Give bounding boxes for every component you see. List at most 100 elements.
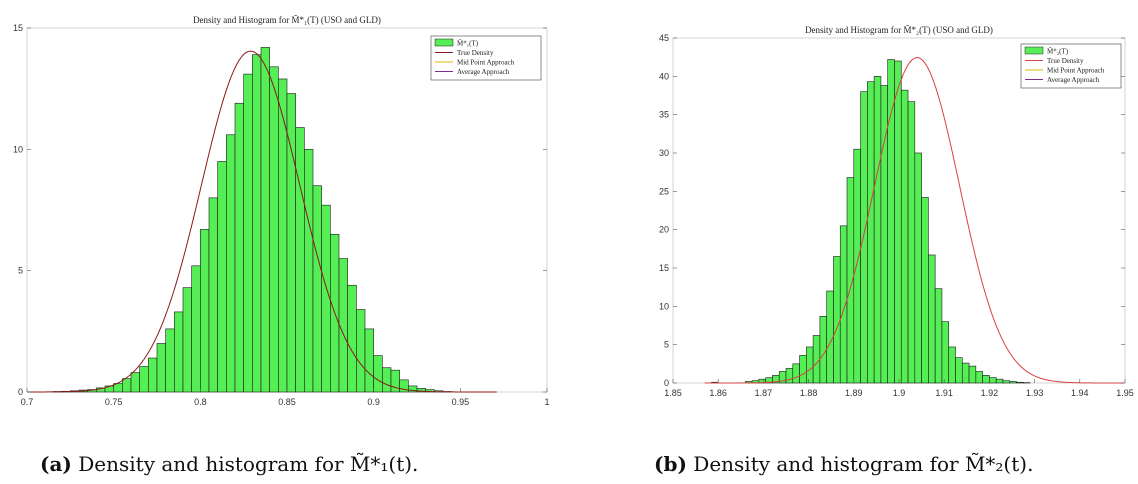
chart-a-ytick-label: 10 xyxy=(13,144,23,154)
chart-a-title: Density and Histogram for M̃*₁(T) (USO a… xyxy=(193,15,381,25)
chart-a-legend-label: True Density xyxy=(457,49,494,57)
chart-a-bar xyxy=(191,265,201,393)
chart-a-legend: M̃*₁(T) True Density Mid Point ApproachAve… xyxy=(430,35,542,81)
chart-a-bar xyxy=(312,185,322,393)
chart-b-ytick-label: 0 xyxy=(664,378,669,388)
chart-b-bar xyxy=(894,60,902,384)
chart-a-xtick-label: 0.85 xyxy=(278,397,296,407)
chart-b-xtick-label: 1.87 xyxy=(755,388,773,398)
chart-b-title: Density and Histogram for M̃*₂(T) (USO a… xyxy=(805,25,993,35)
chart-a-legend-label: M̃*₁(T) xyxy=(457,39,479,47)
chart-a-bar xyxy=(174,311,184,393)
chart-b-bar xyxy=(961,362,970,384)
chart-a-legend-label: Average Approach xyxy=(457,68,510,76)
chart-b-bar xyxy=(982,375,990,384)
chart-b-bar xyxy=(975,371,983,384)
chart-b-ytick-label: 5 xyxy=(664,340,669,350)
chart-a-bar xyxy=(364,328,374,393)
chart-a-true-density-line xyxy=(27,50,497,393)
chart-b-bar xyxy=(812,335,821,384)
chart-a-bar xyxy=(382,367,392,393)
chart-a-xtick-label: 0.9 xyxy=(367,397,380,407)
chart-a-xtick-label: 0.7 xyxy=(21,397,34,407)
chart-b-bar xyxy=(907,101,916,384)
chart-b-bar xyxy=(968,365,977,384)
chart-a-ytick-label: 15 xyxy=(13,23,23,33)
chart-b: Density and Histogram for M̃*₂(T) (USO a… xyxy=(659,25,1134,398)
chart-b-bar xyxy=(921,197,929,384)
caption-a-text: Density and histogram for M̃*₁(t). xyxy=(71,452,419,476)
chart-b-bar xyxy=(1009,381,1017,384)
chart-b-ytick-label: 15 xyxy=(659,263,669,273)
chart-b-bar xyxy=(955,357,963,384)
chart-b-bar xyxy=(941,321,950,384)
chart-b-bar xyxy=(853,148,861,384)
chart-b-legend-label: Mid Point Approach xyxy=(1047,67,1105,75)
chart-b-xtick-label: 1.9 xyxy=(893,388,906,398)
chart-a-bar xyxy=(356,309,366,393)
chart-a-bar xyxy=(148,357,158,393)
chart-b-bar xyxy=(1002,380,1011,384)
chart-a-bar xyxy=(165,328,175,393)
chart-b-bar xyxy=(806,346,814,384)
chart-a-bar xyxy=(217,161,227,393)
chart-b-bar xyxy=(995,378,1004,384)
chart-b-xtick-label: 1.95 xyxy=(1116,388,1134,398)
chart-b-xtick-label: 1.88 xyxy=(800,388,818,398)
chart-b-bar xyxy=(887,59,895,384)
chart-b-legend-label: True Density xyxy=(1047,57,1084,65)
chart-b-ytick-label: 35 xyxy=(659,110,669,120)
chart-b-bar xyxy=(948,346,956,384)
chart-b-legend-label: Average Approach xyxy=(1047,76,1100,84)
chart-a-bar xyxy=(182,287,192,393)
chart-b-ytick-label: 45 xyxy=(659,33,669,43)
chart-b-xtick-label: 1.89 xyxy=(845,388,863,398)
chart-b-bar xyxy=(867,81,875,384)
chart-b-xtick-label: 1.93 xyxy=(1026,388,1044,398)
chart-a-bar xyxy=(252,54,262,393)
chart-a: Density and Histogram for M̃*₁(T) (USO a… xyxy=(13,15,550,407)
chart-b-bar xyxy=(833,256,841,384)
chart-a-bar xyxy=(260,47,270,393)
chart-b-ytick-label: 40 xyxy=(659,71,669,81)
caption-b-text: Density and histogram for M̃*₂(t). xyxy=(686,452,1034,476)
chart-a-bar xyxy=(234,102,244,393)
chart-b-xtick-label: 1.86 xyxy=(709,388,727,398)
chart-a-bar xyxy=(373,355,383,393)
chart-b-bar xyxy=(792,363,800,384)
chart-b-bar xyxy=(914,152,922,384)
chart-a-bar xyxy=(269,66,279,393)
chart-a-bar xyxy=(122,378,132,393)
chart-a-bar xyxy=(200,229,210,393)
caption-b: (b) Density and histogram for M̃*₂(t). xyxy=(654,452,1033,476)
chart-b-ytick-label: 10 xyxy=(659,301,669,311)
chart-a-bar xyxy=(347,284,357,393)
chart-a-bar xyxy=(156,343,166,393)
chart-b-bar xyxy=(928,254,936,384)
chart-a-bar xyxy=(208,197,218,393)
caption-b-label: (b) xyxy=(654,452,687,476)
caption-a: (a) Density and histogram for M̃*₁(t). xyxy=(40,452,418,476)
chart-b-bar xyxy=(839,225,848,384)
chart-a-ytick-label: 5 xyxy=(18,266,23,276)
chart-a-bar xyxy=(130,372,140,393)
chart-a-ytick-label: 0 xyxy=(18,387,23,397)
chart-b-bar xyxy=(873,76,882,384)
chart-a-xtick-label: 0.8 xyxy=(194,397,207,407)
chart-b-true-density-line xyxy=(704,57,1124,384)
chart-a-legend-swatch xyxy=(434,38,454,47)
chart-b-ytick-label: 20 xyxy=(659,225,669,235)
chart-a-bar xyxy=(295,127,305,393)
chart-b-legend-label: M̃*₂(T) xyxy=(1047,47,1069,55)
chart-a-xtick-label: 0.75 xyxy=(105,397,123,407)
chart-a-xtick-label: 0.95 xyxy=(452,397,470,407)
chart-b-xtick-label: 1.94 xyxy=(1071,388,1089,398)
chart-b-xtick-label: 1.91 xyxy=(935,388,953,398)
chart-a-bar xyxy=(226,134,236,393)
chart-b-bar xyxy=(860,91,868,384)
chart-a-legend-label: Mid Point Approach xyxy=(457,59,515,67)
chart-b-xtick-label: 1.92 xyxy=(981,388,999,398)
chart-b-bar xyxy=(826,290,834,384)
chart-b-legend: M̃*₂(T) True Density Mid Point ApproachAve… xyxy=(1020,43,1122,89)
